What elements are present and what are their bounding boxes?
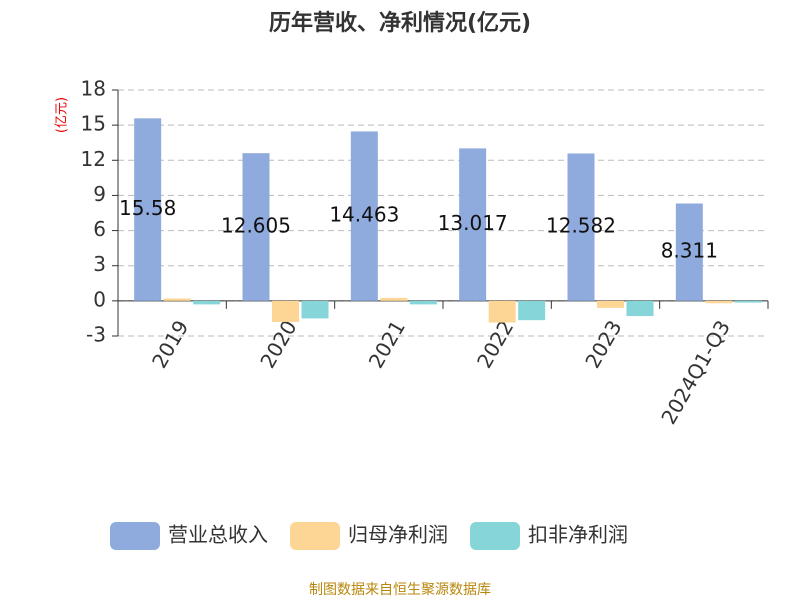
y-tick-label: 18 [81, 77, 106, 101]
bar [597, 300, 624, 308]
legend-label: 扣非净利润 [528, 523, 628, 547]
y-axis-label: (亿元) [55, 97, 70, 133]
y-tick-label: 12 [81, 147, 106, 171]
y-tick-label: 9 [93, 182, 106, 206]
data-label: 14.463 [329, 203, 399, 227]
bar [193, 300, 221, 305]
bar [626, 300, 654, 317]
x-tick-label: 2022 [472, 316, 518, 372]
bar [675, 203, 703, 301]
source-note: 制图数据来自恒生聚源数据库 [309, 582, 491, 598]
data-label: 13.017 [438, 211, 508, 235]
data-label: 15.58 [119, 196, 176, 220]
bar [163, 298, 191, 301]
data-label: 12.605 [221, 214, 291, 238]
bar [409, 300, 437, 305]
y-tick-label: -3 [86, 323, 106, 347]
bar [242, 153, 270, 301]
y-tick-label: 6 [93, 217, 106, 241]
legend-label: 营业总收入 [168, 523, 268, 547]
bar [301, 300, 329, 319]
x-tick-label: 2023 [580, 316, 626, 372]
bar [459, 148, 487, 301]
x-tick-label: 2020 [255, 316, 301, 372]
legend-label: 归母净利润 [348, 523, 448, 547]
bar [350, 131, 378, 301]
bar [705, 300, 733, 304]
y-tick-label: 0 [93, 287, 106, 311]
y-tick-label: 15 [81, 112, 106, 136]
bar [734, 300, 762, 303]
bar [134, 118, 162, 301]
legend-swatch [110, 522, 160, 550]
x-tick-label: 2021 [364, 316, 410, 372]
bar [567, 153, 595, 301]
x-tick-label: 2019 [147, 316, 193, 372]
bar [488, 300, 516, 323]
bar [272, 300, 299, 322]
bar [518, 300, 546, 321]
legend-swatch [290, 522, 340, 550]
legend-swatch [470, 522, 520, 550]
data-label: 12.582 [546, 214, 616, 238]
data-label: 8.311 [661, 239, 718, 263]
x-tick-label: 2024Q1-Q3 [656, 316, 735, 428]
bar [380, 297, 408, 301]
y-tick-label: 3 [93, 252, 106, 276]
chart-title: 历年营收、净利情况(亿元) [269, 10, 531, 36]
